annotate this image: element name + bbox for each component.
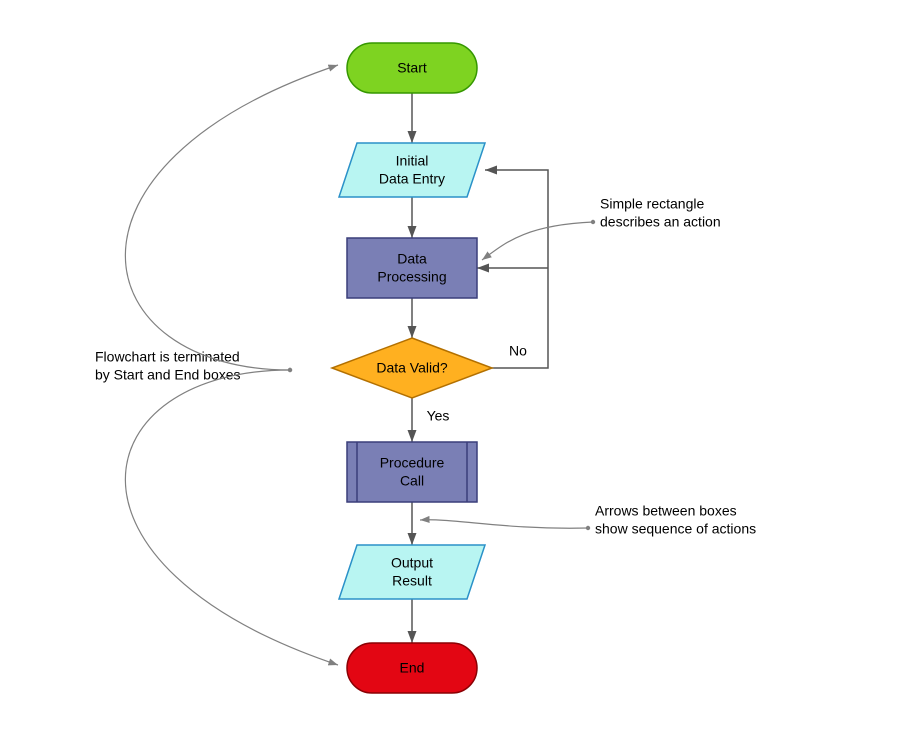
annotation-dot-a_right1-0	[591, 220, 595, 224]
annotation-a_left: Flowchart is terminated by Start and End …	[95, 65, 338, 665]
annotation-text-a_right1-0: Simple rectangle	[600, 196, 704, 212]
node-label-decision: Data Valid?	[376, 360, 448, 376]
annotation-arrow-a_left-0	[125, 65, 338, 370]
node-label2-procedure: Call	[400, 473, 424, 489]
node-label-start: Start	[397, 60, 427, 76]
annotation-dot-a_left-1	[288, 368, 292, 372]
annotation-text-a_left-1: by Start and End boxes	[95, 367, 241, 383]
annotation-arrow-a_right1-0	[482, 222, 593, 260]
edge-label-e4: Yes	[427, 408, 450, 424]
node-label-end: End	[400, 660, 425, 676]
node-label1-dataEntry: Initial	[396, 153, 429, 169]
flowchart-canvas: Yes No Start Initial Data Entry Data Processin…	[0, 0, 914, 735]
node-label1-processing: Data	[397, 251, 427, 267]
annotation-text-a_right2-0: Arrows between boxes	[595, 503, 737, 519]
node-label1-output: Output	[391, 555, 433, 571]
annotation-arrow-a_right2-0	[420, 520, 588, 528]
edge-eNoEntry	[485, 170, 548, 368]
node-label2-processing: Processing	[377, 269, 446, 285]
annotation-dot-a_right2-0	[586, 526, 590, 530]
annotation-text-a_right2-1: show sequence of actions	[595, 521, 756, 537]
annotation-text-a_left-0: Flowchart is terminated	[95, 349, 240, 365]
node-label2-output: Result	[392, 573, 432, 589]
annotation-arrow-a_left-1	[125, 370, 338, 665]
annotation-a_right1: Simple rectangle describes an action	[482, 196, 721, 260]
edge-label-eNoEntry: No	[509, 343, 527, 359]
node-label1-procedure: Procedure	[380, 455, 445, 471]
annotation-text-a_right1-1: describes an action	[600, 214, 721, 230]
annotation-a_right2: Arrows between boxes show sequence of act…	[420, 503, 756, 537]
node-label2-dataEntry: Data Entry	[379, 171, 445, 187]
